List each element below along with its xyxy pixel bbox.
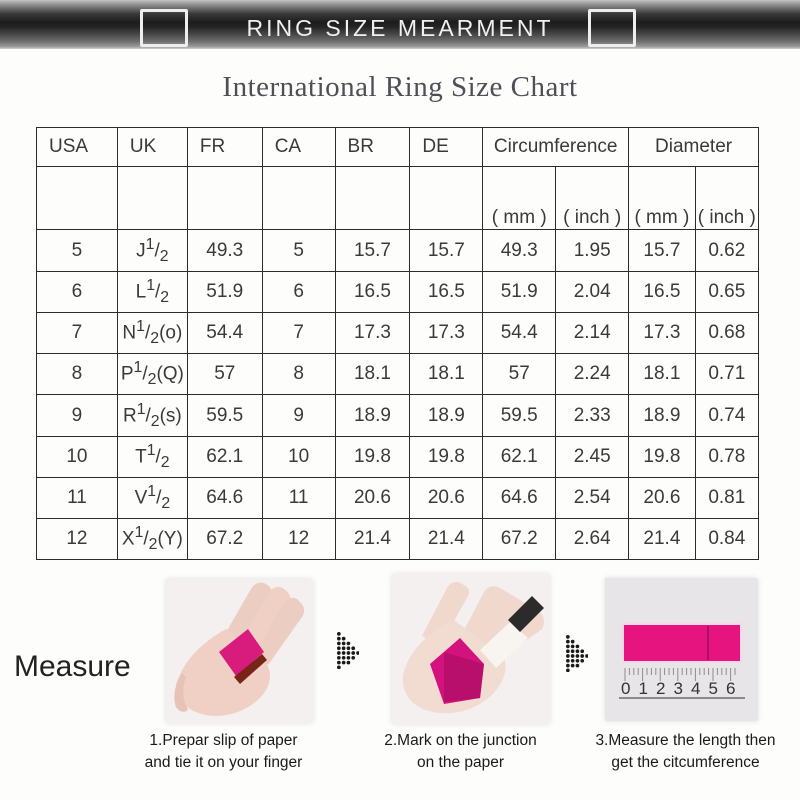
svg-text:4: 4 [691,679,700,698]
svg-text:2: 2 [656,679,665,698]
svg-text:0: 0 [621,679,630,698]
svg-text:1: 1 [639,679,648,698]
svg-text:3: 3 [674,679,683,698]
svg-text:6: 6 [726,679,735,698]
svg-text:5: 5 [709,679,718,698]
